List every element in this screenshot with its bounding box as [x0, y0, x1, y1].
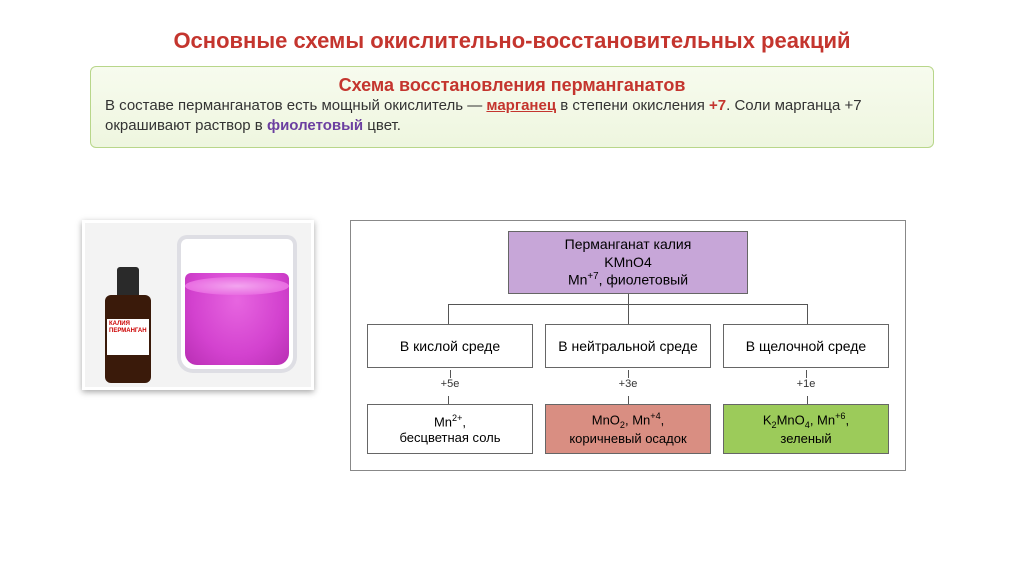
result-alkali: K2MnO4, Mn+6, зеленый: [723, 404, 889, 453]
connectors-bottom: [367, 396, 889, 404]
root-line3: Mn+7, фиолетовый: [515, 271, 741, 289]
medium-acid: В кислой среде: [367, 324, 533, 368]
result-alkali-desc: зеленый: [780, 431, 831, 447]
result-row: Mn2+, бесцветная соль MnO2, Mn+4, коричн…: [367, 404, 889, 453]
result-acid-desc: бесцветная соль: [400, 430, 501, 446]
photo-permanganate: КАЛИЯ ПЕРМАНГАН: [82, 220, 314, 390]
main-title: Основные схемы окислительно-восстановите…: [0, 0, 1024, 54]
medium-neutral: В нейтральной среде: [545, 324, 711, 368]
desc-manganese: марганец: [486, 97, 556, 114]
desc-mid: в степени окисления: [556, 97, 709, 114]
root-post: , фиолетовый: [599, 272, 688, 288]
content-row: КАЛИЯ ПЕРМАНГАН Перманганат калия KMnO4 …: [0, 220, 1024, 471]
info-box: Схема восстановления перманганатов В сос…: [90, 66, 934, 148]
electrons-alkali: +1e: [723, 370, 889, 394]
root-sup: +7: [587, 271, 598, 282]
subtitle: Схема восстановления перманганатов: [105, 75, 919, 96]
reduction-diagram: Перманганат калия KMnO4 Mn+7, фиолетовый…: [350, 220, 906, 471]
result-neutral-formula: MnO2, Mn+4,: [592, 411, 665, 431]
desc-end: цвет.: [363, 117, 401, 134]
beaker-icon: [177, 235, 297, 373]
desc-violet: фиолетовый: [267, 117, 363, 134]
root-node: Перманганат калия KMnO4 Mn+7, фиолетовый: [508, 231, 748, 294]
media-row: В кислой среде В нейтральной среде В щел…: [367, 324, 889, 368]
electron-row: +5e +3e +1e: [367, 370, 889, 394]
bottle-cap: [117, 267, 139, 295]
electrons-acid: +5e: [367, 370, 533, 394]
result-alkali-formula: K2MnO4, Mn+6,: [763, 411, 849, 431]
desc-pre: В составе перманганатов есть мощный окис…: [105, 97, 486, 114]
medium-alkali: В щелочной среде: [723, 324, 889, 368]
desc-plus7: +7: [709, 97, 726, 114]
connectors-top: [367, 294, 889, 324]
result-acid-formula: Mn2+,: [434, 413, 466, 430]
root-mn: Mn: [568, 272, 587, 288]
description: В составе перманганатов есть мощный окис…: [105, 96, 919, 137]
result-neutral-desc: коричневый осадок: [569, 431, 686, 447]
root-line2: KMnO4: [515, 254, 741, 272]
result-neutral: MnO2, Mn+4, коричневый осадок: [545, 404, 711, 453]
root-line1: Перманганат калия: [515, 236, 741, 254]
liquid-surface: [185, 277, 289, 295]
bottle-label: КАЛИЯ ПЕРМАНГАН: [107, 319, 149, 355]
bottle-icon: КАЛИЯ ПЕРМАНГАН: [105, 267, 151, 383]
electrons-neutral: +3e: [545, 370, 711, 394]
result-acid: Mn2+, бесцветная соль: [367, 404, 533, 453]
